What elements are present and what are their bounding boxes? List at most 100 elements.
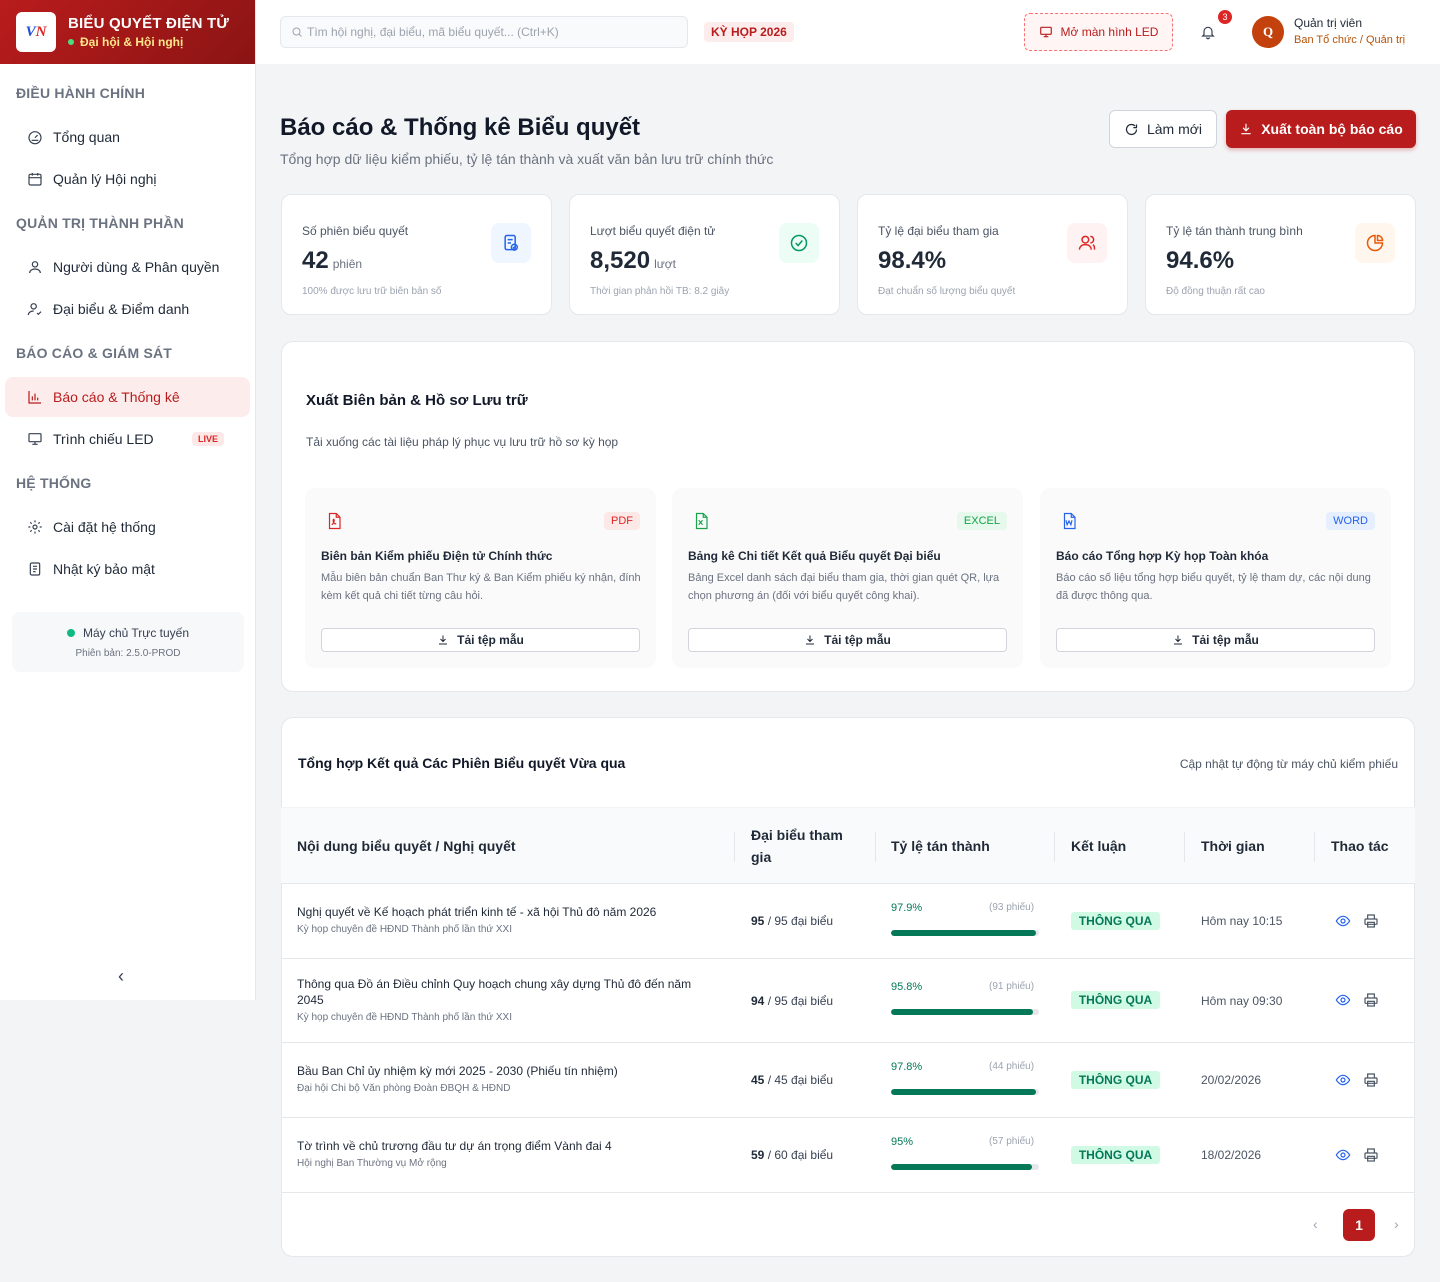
view-icon[interactable] [1335, 913, 1351, 929]
page-title: Báo cáo & Thống kê Biểu quyết [280, 114, 641, 141]
view-icon[interactable] [1335, 1147, 1351, 1163]
view-icon[interactable] [1335, 992, 1351, 1008]
doc-card-word: WORD Báo cáo Tổng hợp Kỳ họp Toàn khóa B… [1040, 488, 1391, 668]
print-icon[interactable] [1363, 1072, 1379, 1088]
vote-time: 18/02/2026 [1201, 1148, 1262, 1162]
delegate-count: 94 / 95 đại biểu [751, 994, 834, 1008]
download-template-button[interactable]: Tải tệp mẫu [688, 628, 1007, 652]
print-icon[interactable] [1363, 913, 1379, 929]
doc-title: Bảng kê Chi tiết Kết quả Biểu quyết Đại … [688, 549, 941, 563]
vote-count: (91 phiếu) [989, 981, 1035, 992]
search-input[interactable]: Tìm hội nghị, đại biểu, mã biểu quyết...… [280, 16, 688, 48]
collapse-sidebar-button[interactable]: ‹ [118, 966, 124, 986]
monitor-icon [28, 433, 42, 445]
table-header: Nội dung biểu quyết / Nghị quyết Đại biể… [281, 807, 1415, 884]
sidebar-item-overview[interactable]: Tổng quan [5, 117, 250, 157]
section-title: Tổng hợp Kết quả Các Phiên Biểu quyết Vừ… [298, 755, 626, 771]
excel-file-icon [688, 508, 714, 534]
refresh-button[interactable]: Làm mới [1109, 110, 1217, 148]
nav-section-label: HỆ THỐNG [16, 475, 92, 491]
sidebar-item-security-log[interactable]: Nhật ký bảo mật [5, 549, 250, 589]
column-header: Thao tác [1331, 838, 1389, 854]
page-subtitle: Tổng hợp dữ liệu kiểm phiếu, tỷ lệ tán t… [280, 151, 774, 167]
user-menu[interactable]: Quản trị viên Ban Tổ chức / Quản trị [1294, 16, 1405, 46]
resolution-title: Thông qua Đồ án Điều chỉnh Quy hoạch chu… [297, 977, 692, 1007]
section-title: Xuất Biên bản & Hồ sơ Lưu trữ [306, 392, 528, 409]
approval-progress-bar [891, 1009, 1039, 1015]
sidebar-item-conferences[interactable]: Quản lý Hội nghị [5, 159, 250, 199]
session-badge: KỲ HỌP 2026 [704, 22, 794, 42]
nav-section-label: QUẢN TRỊ THÀNH PHẦN [16, 215, 184, 231]
sidebar-item-delegates[interactable]: Đại biểu & Điểm danh [5, 289, 250, 329]
sidebar-item-settings[interactable]: Cài đặt hệ thống [5, 507, 250, 547]
word-file-icon [1056, 508, 1082, 534]
table-row[interactable]: Tờ trình về chủ trương đầu tư dự án trọn… [281, 1118, 1415, 1193]
open-led-button[interactable]: Mở màn hình LED [1024, 13, 1173, 51]
column-header: Tỷ lệ tán thành [891, 838, 990, 854]
sidebar-item-reports[interactable]: Báo cáo & Thống kê [5, 377, 250, 417]
app-version: Phiên bản: 2.5.0-PROD [75, 648, 181, 659]
notifications-button[interactable]: 3 [1200, 10, 1232, 45]
bar-chart-icon [28, 391, 41, 404]
pie-chart-icon [1355, 223, 1395, 263]
server-status: Máy chủ Trực tuyến [82, 626, 190, 640]
approval-rate: 97.9% [891, 902, 923, 914]
resolution-meeting: Kỳ họp chuyên đề HĐND Thành phố lần thứ … [297, 1012, 512, 1023]
column-header: Thời gian [1201, 838, 1265, 854]
view-icon[interactable] [1335, 1072, 1351, 1088]
users-icon [1067, 223, 1107, 263]
stat-card-approval: Tỷ lệ tán thành trung bình 94.6% Độ đồng… [1145, 194, 1416, 315]
sidebar-item-users[interactable]: Người dùng & Phân quyền [5, 247, 250, 287]
pagination-current-page[interactable]: 1 [1343, 1209, 1375, 1241]
doc-title: Báo cáo Tổng hợp Kỳ họp Toàn khóa [1056, 549, 1269, 563]
stat-card-votes: Lượt biểu quyết điện tử 8,520 lượt Thời g… [569, 194, 840, 315]
auto-update-note: Cập nhật tự động từ máy chủ kiểm phiếu [1179, 757, 1398, 771]
status-dot [66, 629, 75, 637]
search-icon [292, 27, 302, 37]
monitor-icon [1039, 26, 1052, 38]
refresh-icon [1125, 123, 1138, 135]
pdf-file-icon [321, 508, 347, 534]
approval-rate: 97.8% [891, 1061, 923, 1073]
delegate-count: 95 / 95 đại biểu [751, 914, 834, 928]
live-badge: LIVE [191, 432, 224, 446]
doc-description: Mẫu biên bản chuẩn Ban Thư ký & Ban Kiểm… [321, 572, 641, 602]
stat-card-sessions: Số phiên biểu quyết 42 phiên 100% được lư… [281, 194, 552, 315]
doc-card-pdf: PDF Biên bản Kiểm phiếu Điện tử Chính th… [305, 488, 656, 668]
print-icon[interactable] [1363, 992, 1379, 1008]
gauge-icon [28, 131, 42, 145]
status-badge: THÔNG QUA [1071, 912, 1160, 930]
file-type-badge: WORD [1326, 512, 1375, 530]
status-badge: THÔNG QUA [1071, 991, 1160, 1009]
vote-time: Hôm nay 10:15 [1201, 914, 1283, 928]
resolution-title: Bầu Ban Chỉ ủy nhiệm kỳ mới 2025 - 2030 … [297, 1064, 618, 1078]
doc-title: Biên bản Kiểm phiếu Điện tử Chính thức [321, 549, 553, 563]
vote-count: (57 phiếu) [989, 1136, 1035, 1147]
table-row[interactable]: Nghị quyết về Kế hoạch phát triển kinh t… [281, 884, 1415, 959]
pagination-next[interactable]: › [1394, 1216, 1399, 1232]
document-check-icon [491, 223, 531, 263]
avatar[interactable]: Q [1252, 16, 1284, 48]
table-row[interactable]: Bầu Ban Chỉ ủy nhiệm kỳ mới 2025 - 2030 … [281, 1043, 1415, 1118]
download-template-button[interactable]: Tải tệp mẫu [1056, 628, 1375, 652]
column-header: Kết luận [1071, 838, 1127, 854]
export-all-button[interactable]: Xuất toàn bộ báo cáo [1226, 110, 1416, 148]
approval-progress-bar [891, 930, 1039, 936]
log-icon [29, 562, 41, 576]
sidebar-item-led[interactable]: Trình chiếu LED LIVE [5, 419, 250, 459]
print-icon[interactable] [1363, 1147, 1379, 1163]
pagination-prev[interactable]: ‹ [1313, 1216, 1318, 1232]
brand-title: BIỂU QUYẾT ĐIỆN TỬ [68, 15, 230, 32]
calendar-icon [28, 173, 42, 186]
approval-progress-bar [891, 1089, 1039, 1095]
download-template-button[interactable]: Tải tệp mẫu [321, 628, 640, 652]
resolution-title: Tờ trình về chủ trương đầu tư dự án trọn… [297, 1139, 612, 1153]
approval-progress-bar [891, 1164, 1039, 1170]
doc-description: Bảng Excel danh sách đại biểu tham gia, … [688, 572, 1000, 602]
download-icon [806, 635, 815, 645]
resolution-meeting: Hội nghị Ban Thường vụ Mở rộng [297, 1158, 447, 1169]
delegate-count: 59 / 60 đại biểu [751, 1148, 834, 1162]
table-row[interactable]: Thông qua Đồ án Điều chỉnh Quy hoạch chu… [281, 959, 1415, 1043]
